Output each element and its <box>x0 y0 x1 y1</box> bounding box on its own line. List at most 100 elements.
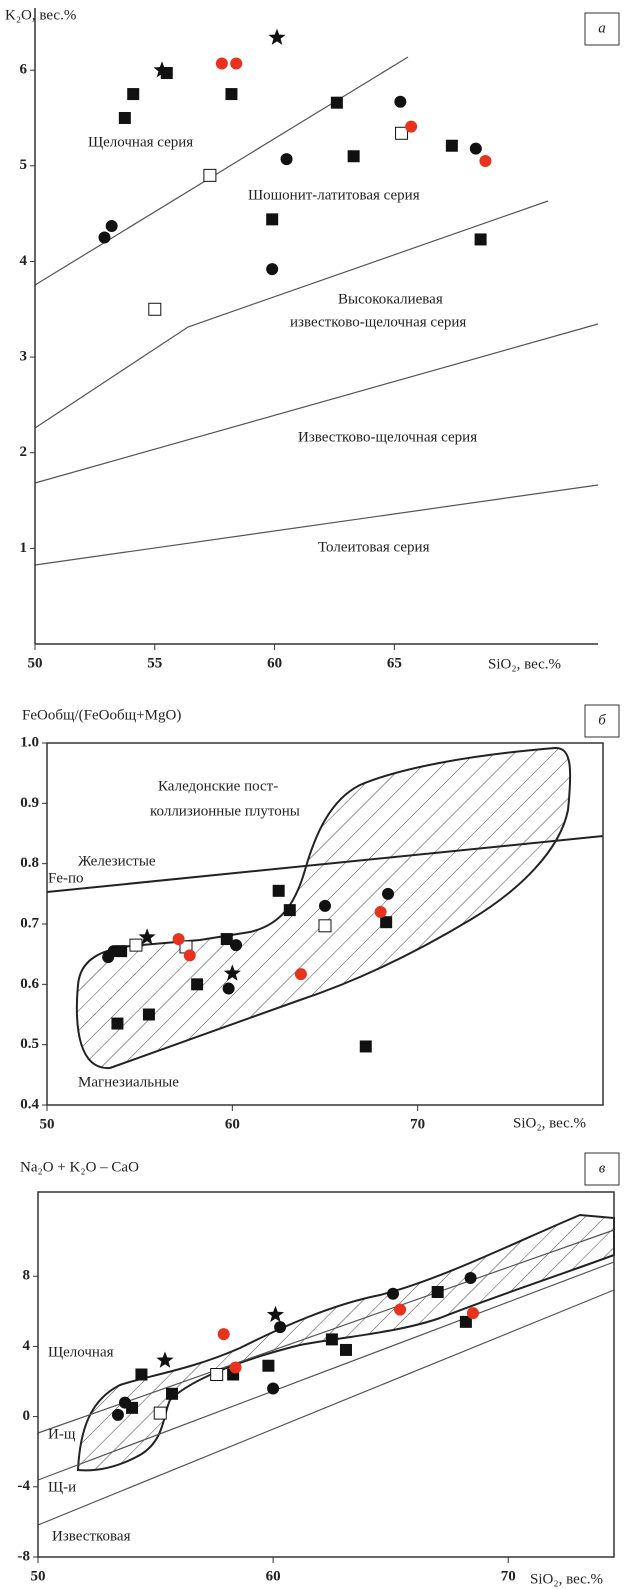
point-square <box>266 213 279 226</box>
x-tick-label: 70 <box>410 1116 425 1132</box>
y-tick-label: -4 <box>18 1478 31 1494</box>
point-circle <box>294 968 307 981</box>
y-axis-title: Na₂O + K₂O – CaO <box>20 1159 139 1175</box>
point-circle <box>215 57 228 70</box>
point-star <box>268 28 286 45</box>
point-square <box>459 1315 472 1328</box>
point-star <box>223 964 241 981</box>
point-square <box>225 88 238 101</box>
point-square <box>445 139 458 152</box>
point-circle <box>466 1307 479 1320</box>
point-circle <box>217 1328 230 1341</box>
point-circle <box>230 57 243 70</box>
point-open-square <box>203 168 217 182</box>
point-square <box>283 904 296 917</box>
x-tick-label: 65 <box>387 655 402 671</box>
x-axis-title: SiO₂, вес.% <box>513 1115 586 1131</box>
annotation: Известково-щелочная серия <box>298 429 477 445</box>
x-axis-title: SiO₂, вес.% <box>488 656 561 672</box>
point-circle <box>267 1382 280 1395</box>
point-square <box>135 1368 148 1381</box>
y-tick-label: 0.4 <box>20 1096 39 1112</box>
point-square <box>359 1040 372 1053</box>
x-tick-label: 60 <box>267 655 282 671</box>
x-tick-label: 70 <box>501 1568 516 1584</box>
point-square <box>325 1333 338 1346</box>
point-circle <box>374 905 387 918</box>
annotation: известково-щелочная серия <box>290 314 466 330</box>
point-circle <box>107 945 120 958</box>
y-tick-label: -8 <box>18 1548 31 1564</box>
y-tick-label: 3 <box>20 349 28 365</box>
annotation: Шошонит-латитовая серия <box>248 187 420 203</box>
y-tick-label: 8 <box>23 1268 31 1284</box>
point-open-square <box>148 302 162 316</box>
x-tick-label: 50 <box>31 1568 46 1584</box>
point-square <box>220 933 233 946</box>
panel-label-box <box>584 12 620 46</box>
annotation: Магнезиальные <box>78 1074 179 1090</box>
y-tick-label: 0 <box>23 1408 31 1424</box>
annotation: Fe-по <box>48 870 84 886</box>
point-circle <box>479 155 492 168</box>
point-star <box>153 61 171 78</box>
point-circle <box>111 1408 124 1421</box>
boundary-lines-a <box>34 56 599 566</box>
y-tick-label: 0.9 <box>20 795 39 811</box>
point-open-square <box>318 919 332 933</box>
panel-label: б <box>598 712 606 728</box>
point-open-square <box>395 126 409 140</box>
point-square <box>330 96 343 109</box>
annotation: Щелочная серия <box>88 134 193 150</box>
point-circle <box>105 220 118 233</box>
field-c <box>37 1213 615 1526</box>
point-circle <box>469 142 482 155</box>
y-tick-label: 0.5 <box>20 1036 39 1052</box>
point-circle <box>382 887 395 900</box>
point-square <box>127 88 140 101</box>
point-circle <box>274 1321 287 1334</box>
point-open-square <box>153 1406 167 1420</box>
annotation: Щ-и <box>48 1479 76 1495</box>
point-circle <box>387 1287 400 1300</box>
annotation: Железистые <box>78 853 156 869</box>
plot-frame <box>37 1191 615 1558</box>
point-circle <box>405 120 418 133</box>
point-square <box>142 1008 155 1021</box>
annotation: коллизионные плутоны <box>150 803 300 819</box>
point-circle <box>394 1303 407 1316</box>
y-tick-label: 4 <box>20 253 28 269</box>
panel-label-box <box>584 704 620 738</box>
point-circle <box>229 1361 242 1374</box>
point-circle <box>98 231 111 244</box>
point-circle <box>266 263 279 276</box>
y-tick-label: 0.7 <box>20 915 39 931</box>
y-tick-label: 2 <box>20 444 28 460</box>
point-square <box>191 978 204 991</box>
y-tick-label: 0.8 <box>20 855 39 871</box>
y-tick-label: 1.0 <box>20 734 39 750</box>
point-circle <box>394 95 407 108</box>
x-tick-label: 60 <box>225 1116 240 1132</box>
panel-label-box <box>584 1152 620 1186</box>
point-square <box>262 1359 275 1372</box>
point-square <box>380 916 393 929</box>
point-square <box>166 1387 179 1400</box>
point-circle <box>464 1271 477 1284</box>
point-square <box>474 233 487 246</box>
panel-label: а <box>598 20 606 36</box>
x-axis-title: SiO₂, вес.% <box>530 1571 603 1587</box>
annotation: Щелочная <box>48 1344 114 1360</box>
y-tick-label: 4 <box>23 1338 31 1354</box>
x-tick-label: 50 <box>40 1116 55 1132</box>
point-star <box>156 1351 174 1368</box>
annotation: И-щ <box>48 1426 76 1442</box>
point-star <box>266 1305 284 1323</box>
point-open-square <box>129 938 143 952</box>
point-circle <box>183 949 196 962</box>
annotation: Толеитовая серия <box>318 539 430 555</box>
x-tick-label: 55 <box>147 655 162 671</box>
point-open-square <box>210 1368 224 1381</box>
y-axis-title: FeOобщ/(FeOобщ+MgO) <box>22 707 181 723</box>
y-tick-label: 0.6 <box>20 976 39 992</box>
